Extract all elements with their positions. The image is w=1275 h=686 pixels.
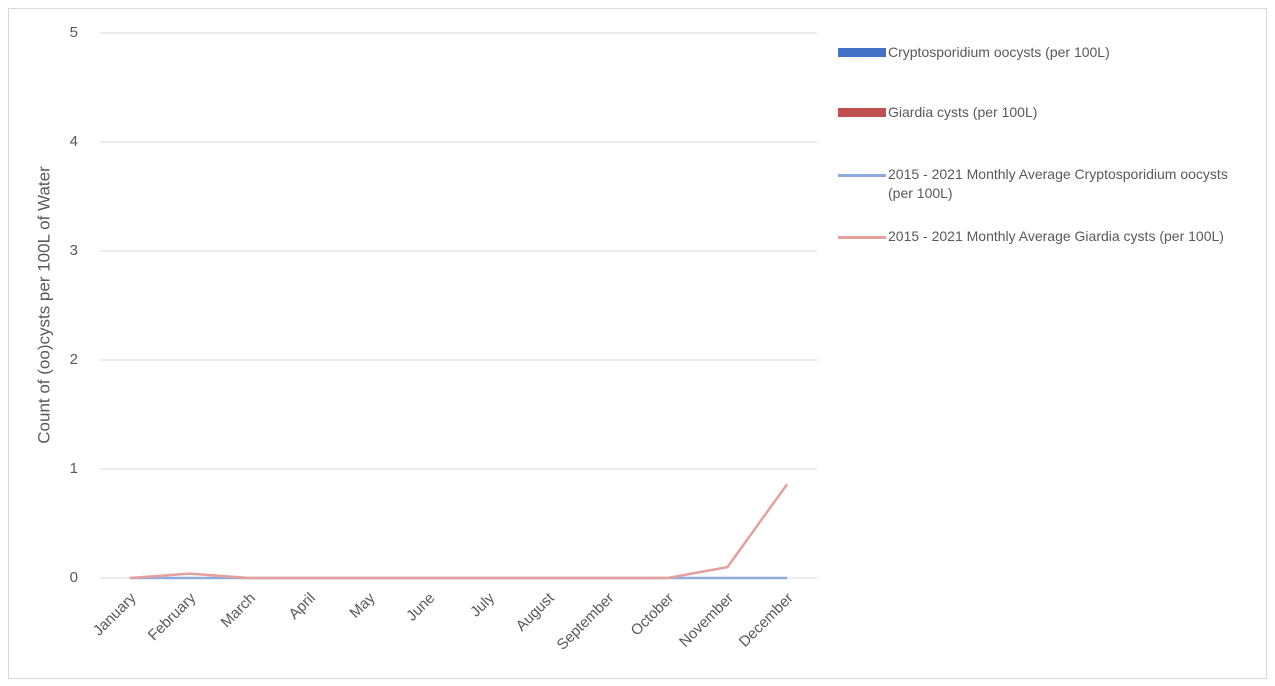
legend-label: Giardia cysts (per 100L): [888, 104, 1038, 120]
x-tick-label: December: [736, 590, 797, 651]
y-tick-label: 4: [70, 133, 78, 150]
x-tick-label: February: [145, 589, 200, 644]
y-tick-label: 2: [70, 351, 78, 368]
chart-border: [8, 8, 1267, 679]
legend-swatch: [838, 174, 886, 177]
x-tick-label: May: [346, 589, 378, 621]
legend-label: Cryptosporidium oocysts (per 100L): [888, 44, 1110, 60]
legend-item: 2015 - 2021 Monthly Average Giardia cyst…: [838, 227, 1238, 246]
x-tick-label: June: [403, 590, 438, 625]
y-tick-label: 3: [70, 242, 78, 259]
x-tick-label: January: [90, 589, 140, 639]
y-tick-label: 1: [70, 460, 78, 477]
legend-item: 2015 - 2021 Monthly Average Cryptosporid…: [838, 165, 1238, 203]
line-series: [129, 483, 789, 580]
x-tick-label: September: [554, 590, 618, 654]
legend-swatch: [838, 48, 886, 57]
legend-label: 2015 - 2021 Monthly Average Cryptosporid…: [888, 166, 1228, 201]
x-tick-label: July: [467, 589, 498, 620]
legend-item: Giardia cysts (per 100L): [838, 103, 1238, 122]
x-tick-label: March: [218, 590, 259, 631]
legend-swatch: [838, 236, 886, 239]
y-tick-label: 0: [70, 569, 78, 586]
y-tick-label: 5: [70, 24, 78, 41]
x-tick-label: October: [628, 590, 678, 640]
x-tick-label: April: [286, 590, 319, 623]
y-axis-label: Count of (oo)cysts per 100L of Water: [34, 166, 53, 444]
legend-label: 2015 - 2021 Monthly Average Giardia cyst…: [888, 228, 1224, 244]
x-tick-label: August: [513, 589, 559, 635]
x-tick-label: November: [676, 590, 737, 651]
legend-swatch: [838, 108, 886, 117]
legend-item: Cryptosporidium oocysts (per 100L): [838, 43, 1238, 62]
